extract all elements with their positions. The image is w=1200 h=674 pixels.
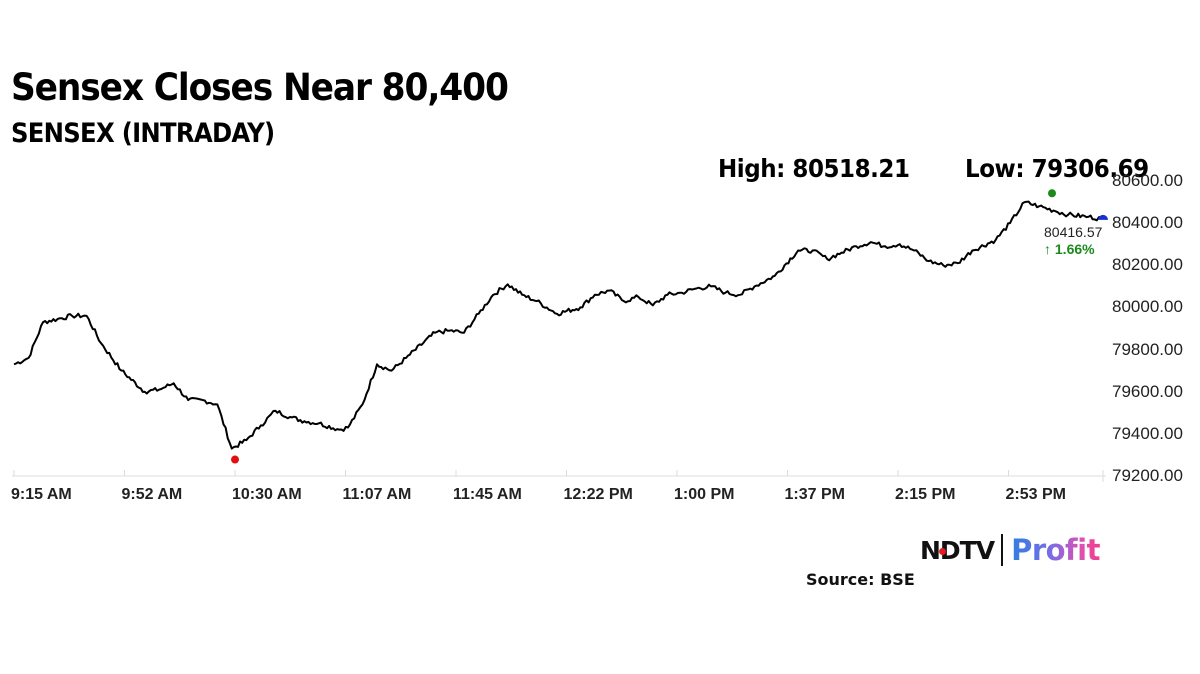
red-dot-icon [939, 547, 946, 555]
x-axis-tick-label: 2:15 PM [895, 486, 956, 503]
source-label: Source: BSE [806, 570, 915, 589]
y-axis-tick-label: 80000.00 [1112, 297, 1183, 317]
y-axis-tick-label: 80200.00 [1112, 255, 1183, 275]
y-axis-tick-label: 79400.00 [1112, 423, 1183, 443]
x-axis-tick-label: 11:45 AM [453, 486, 522, 503]
sensex-price-line [13, 200, 1104, 450]
x-axis-tick-label: 11:07 AM [342, 486, 412, 503]
y-axis-tick-label: 80600.00 [1112, 171, 1183, 190]
y-axis-tick-label: 79800.00 [1112, 339, 1183, 359]
low-marker [231, 455, 239, 464]
logo-divider [1001, 534, 1004, 566]
high-marker [1048, 189, 1056, 198]
x-axis-tick-marks [13, 470, 1104, 482]
x-axis-tick-label: 9:52 AM [121, 486, 183, 503]
x-axis-tick-label: 1:00 PM [674, 486, 735, 503]
x-axis-tick-label: 10:30 AM [232, 486, 302, 503]
change-percent: ↑ 1.66% [1044, 241, 1095, 257]
chart-title: Sensex Closes Near 80,400 [11, 66, 509, 109]
y-axis-tick-label: 79600.00 [1112, 381, 1183, 401]
high-label: High: 80518.21 [718, 154, 910, 183]
profit-wordmark: Profit [1011, 533, 1100, 567]
ndtv-wordmark: NDTV [920, 535, 995, 565]
x-axis-tick-label: 2:53 PM [1005, 486, 1066, 503]
x-axis-tick-label: 12:22 PM [563, 486, 633, 503]
last-price-value: 80416.57 [1044, 224, 1103, 240]
last-price-marker [1098, 214, 1108, 220]
y-axis-tick-label: 79200.00 [1112, 466, 1183, 485]
x-axis-tick-label: 1:37 PM [784, 486, 845, 503]
low-label: Low: 79306.69 [965, 154, 1149, 183]
chart-subtitle: SENSEX (INTRADAY) [11, 118, 275, 149]
y-axis-tick-label: 80400.00 [1112, 213, 1183, 233]
x-axis-tick-label: 9:15 AM [11, 486, 72, 503]
ndtv-profit-logo: NDTV Profit [920, 532, 1100, 568]
